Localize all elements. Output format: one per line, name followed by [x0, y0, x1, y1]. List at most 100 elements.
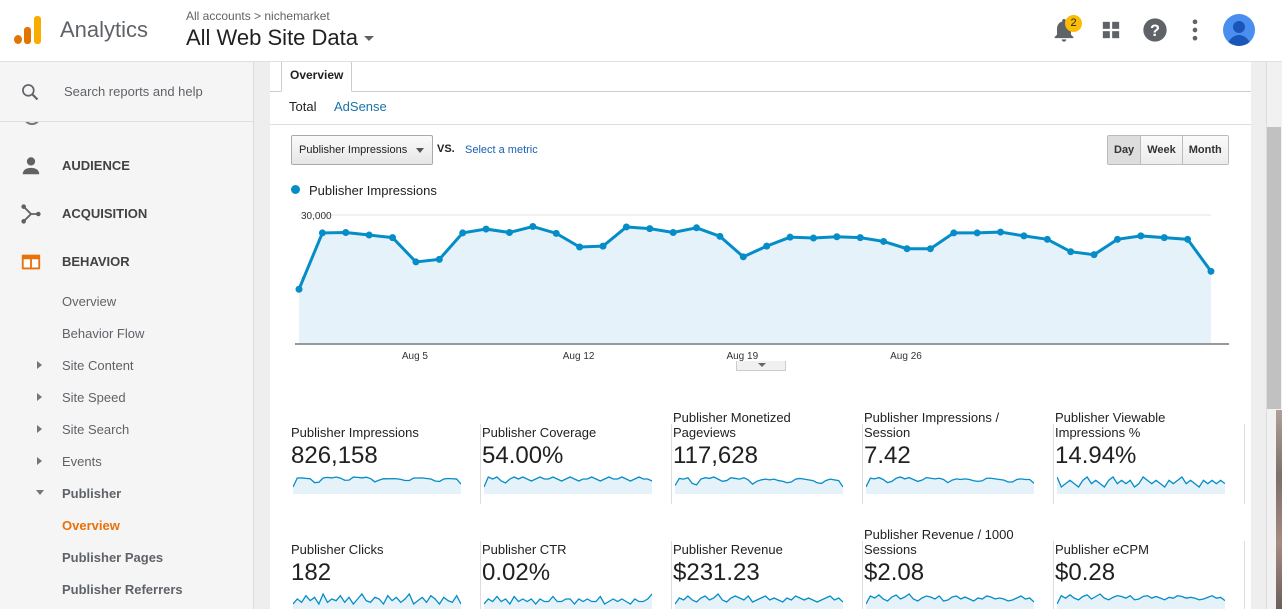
range-month-button[interactable]: Month — [1182, 136, 1228, 164]
scorecard[interactable]: Publisher eCPM $0.28 — [1055, 525, 1245, 609]
scrollbar-thumb[interactable] — [1267, 127, 1281, 409]
data-point[interactable] — [389, 234, 397, 242]
nav-publisher-overview[interactable]: Overview — [62, 518, 120, 533]
breadcrumb[interactable]: All accounts > nichemarket — [186, 9, 330, 23]
data-point[interactable] — [1020, 232, 1028, 240]
scorecard[interactable]: Publisher Impressions / Session 7.42 — [864, 408, 1054, 518]
data-point[interactable] — [716, 232, 724, 240]
nav-audience[interactable]: AUDIENCE — [62, 158, 130, 173]
data-point[interactable] — [576, 243, 584, 251]
range-week-button[interactable]: Week — [1141, 136, 1183, 164]
nav-site-content[interactable]: Site Content — [62, 358, 134, 373]
analytics-logo-icon[interactable] — [14, 16, 42, 44]
scorecard[interactable]: Publisher Revenue $231.23 — [673, 525, 863, 609]
expand-arrow-icon[interactable] — [37, 457, 42, 465]
data-point[interactable] — [880, 237, 888, 245]
scorecard-value: 117,628 — [673, 442, 758, 469]
data-point[interactable] — [622, 223, 630, 231]
tab-overview[interactable]: Overview — [281, 62, 353, 92]
help-icon[interactable]: ? — [1141, 16, 1169, 44]
data-point[interactable] — [997, 228, 1005, 236]
data-point[interactable] — [529, 223, 537, 231]
acquisition-icon — [21, 204, 41, 224]
data-point[interactable] — [1184, 235, 1192, 243]
data-point[interactable] — [435, 255, 443, 263]
nav-acquisition[interactable]: ACQUISITION — [62, 206, 148, 221]
sidebar-search[interactable]: Search reports and help — [0, 62, 253, 122]
data-point[interactable] — [669, 228, 677, 236]
data-point[interactable] — [552, 229, 560, 237]
data-point[interactable] — [412, 258, 420, 266]
data-point[interactable] — [1137, 232, 1145, 240]
data-point[interactable] — [786, 233, 794, 241]
report-panel: Overview Total AdSense Publisher Impress… — [270, 62, 1251, 609]
subtab-adsense[interactable]: AdSense — [334, 99, 387, 114]
data-point[interactable] — [950, 229, 958, 237]
view-dropdown-icon[interactable] — [364, 36, 374, 41]
expand-arrow-icon[interactable] — [37, 393, 42, 401]
scorecard[interactable]: Publisher CTR 0.02% — [482, 525, 672, 609]
data-point[interactable] — [1207, 267, 1215, 275]
sparkline-fill — [484, 477, 652, 494]
collapse-arrow-icon[interactable] — [36, 490, 44, 495]
data-point[interactable] — [833, 233, 841, 241]
view-selector[interactable]: All Web Site Data — [186, 25, 359, 50]
data-point[interactable] — [856, 234, 864, 242]
data-point[interactable] — [926, 245, 934, 253]
data-point[interactable] — [973, 229, 981, 237]
nav-events[interactable]: Events — [62, 454, 102, 469]
account-avatar-icon[interactable] — [1223, 14, 1255, 46]
data-point[interactable] — [763, 242, 771, 250]
nav-publisher-pages[interactable]: Publisher Pages — [62, 550, 164, 565]
scorecard[interactable]: Publisher Coverage 54.00% — [482, 408, 672, 518]
data-point[interactable] — [1113, 235, 1121, 243]
subtab-total[interactable]: Total — [289, 99, 317, 114]
data-point[interactable] — [295, 285, 303, 293]
expand-arrow-icon[interactable] — [37, 425, 42, 433]
scorecard[interactable]: Publisher Impressions 826,158 — [291, 408, 481, 518]
scorecard-title: Publisher Clicks — [291, 542, 384, 557]
scorecard[interactable]: Publisher Revenue / 1000 Sessions $2.08 — [864, 525, 1054, 609]
nav-publisher[interactable]: Publisher — [62, 486, 122, 501]
nav-site-search[interactable]: Site Search — [62, 422, 130, 437]
nav-behavior[interactable]: BEHAVIOR — [62, 254, 130, 269]
data-point[interactable] — [1090, 251, 1098, 259]
nav-publisher-referrers[interactable]: Publisher Referrers — [62, 582, 183, 597]
data-point[interactable] — [599, 242, 607, 250]
more-vert-icon[interactable] — [1181, 16, 1209, 44]
data-point[interactable] — [1067, 248, 1075, 256]
app-name[interactable]: Analytics — [60, 17, 149, 42]
data-point[interactable] — [646, 225, 654, 233]
data-point[interactable] — [482, 225, 490, 233]
data-point[interactable] — [365, 231, 373, 239]
apps-grid-icon[interactable] — [1097, 16, 1125, 44]
data-point[interactable] — [903, 245, 911, 253]
data-point[interactable] — [809, 234, 817, 242]
data-point[interactable] — [459, 229, 467, 237]
select-metric-link[interactable]: Select a metric — [465, 144, 538, 156]
search-input[interactable]: Search reports and help — [64, 84, 203, 99]
scorecard-title-wrap: Publisher CTR — [482, 525, 657, 557]
data-point[interactable] — [693, 224, 701, 232]
scorecard-title-wrap: Publisher eCPM — [1055, 525, 1230, 557]
scorecard[interactable]: Publisher Viewable Impressions % 14.94% — [1055, 408, 1245, 518]
nav-behavior-flow[interactable]: Behavior Flow — [62, 326, 145, 341]
sparkline — [484, 476, 652, 494]
sparkline-fill — [484, 594, 652, 609]
data-point[interactable] — [342, 228, 350, 236]
scorecard-title: Publisher Revenue / 1000 Sessions — [864, 527, 1014, 557]
nav-behavior-overview[interactable]: Overview — [62, 294, 117, 309]
expand-arrow-icon[interactable] — [37, 361, 42, 369]
data-point[interactable] — [318, 229, 326, 237]
range-day-button[interactable]: Day — [1108, 136, 1142, 164]
scorecard[interactable]: Publisher Monetized Pageviews 117,628 — [673, 408, 863, 518]
data-point[interactable] — [1160, 234, 1168, 242]
data-point[interactable] — [739, 253, 747, 261]
data-point[interactable] — [1043, 235, 1051, 243]
data-point[interactable] — [505, 228, 513, 236]
chart-expand-handle[interactable] — [736, 361, 786, 371]
nav-site-speed[interactable]: Site Speed — [62, 390, 126, 405]
metric-dropdown[interactable]: Publisher Impressions — [291, 135, 433, 165]
scorecard[interactable]: Publisher Clicks 182 — [291, 525, 481, 609]
